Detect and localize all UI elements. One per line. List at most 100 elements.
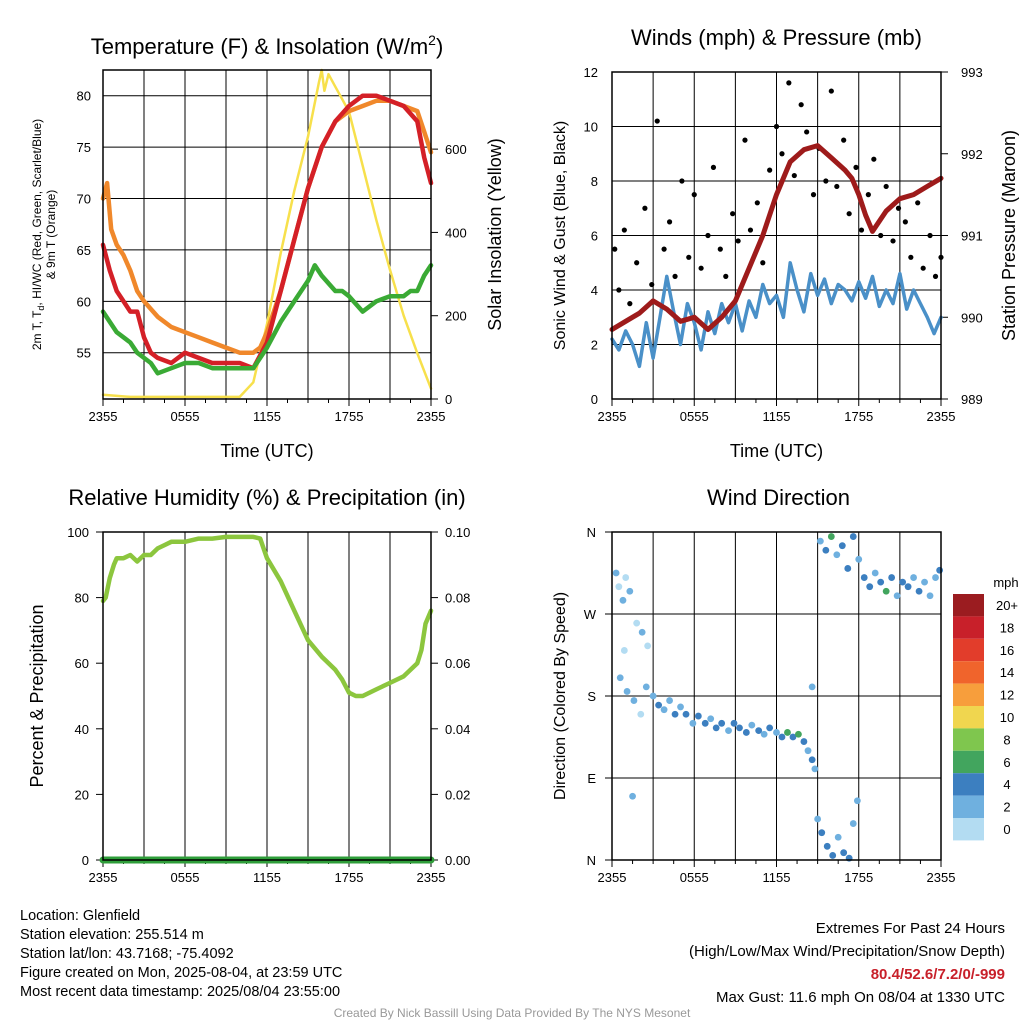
legend-swatch [953, 773, 984, 796]
y2-tick-label: 993 [961, 65, 983, 80]
plot-frame [611, 531, 942, 861]
direction-point [694, 712, 702, 720]
chart-title: Winds (mph) & Pressure (mb) [631, 25, 922, 50]
gust-point [612, 246, 618, 252]
wind-speed-line [610, 261, 943, 369]
station-latlon: Station lat/lon: 43.7168; -75.4092 [20, 946, 234, 962]
gust-point [760, 260, 766, 266]
direction-point [620, 647, 628, 654]
temperature-series-line [100, 93, 434, 371]
legend-swatch [953, 818, 984, 841]
y-tick-label: 40 [75, 722, 89, 737]
y2-tick-label: 989 [961, 392, 983, 407]
extremes-values: 80.4/52.6/7.2/0/-999 [870, 966, 1005, 983]
direction-point [630, 697, 638, 704]
y-tick-label: 12 [584, 65, 598, 80]
y-tick-label: 4 [591, 283, 598, 298]
x-tick-label: 1755 [844, 409, 873, 424]
recent-timestamp: Most recent data timestamp: 2025/08/04 2… [20, 984, 341, 1000]
legend-label: 4 [1003, 777, 1010, 792]
gust-point [871, 156, 877, 162]
direction-point [773, 729, 780, 736]
direction-point [915, 587, 923, 595]
y2-axis-label: Solar Insolation (Yellow) [485, 138, 505, 330]
humidity-line [100, 534, 434, 699]
x-tick-label: 1155 [763, 870, 791, 885]
x-tick-label: 2355 [89, 870, 118, 885]
direction-point [936, 566, 944, 574]
direction-point [666, 697, 673, 704]
direction-point [677, 703, 684, 711]
y-tick-label: 20 [75, 787, 89, 802]
direction-point [834, 833, 842, 841]
legend-label: 6 [1003, 755, 1010, 770]
gust-point [791, 172, 797, 179]
direction-point [778, 733, 786, 741]
chart-title: Temperature (F) & Insolation (W/m2) [91, 32, 444, 59]
y2-tick-label: 200 [445, 309, 467, 324]
direction-point [682, 710, 690, 718]
gust-point [927, 232, 933, 239]
gust-point [621, 227, 627, 233]
direction-point [849, 533, 857, 540]
y-tick-label: 80 [75, 591, 89, 606]
x-tick-label: 2355 [417, 870, 446, 885]
gust-point [654, 118, 660, 124]
direction-point [808, 756, 816, 764]
legend-swatch [953, 706, 984, 729]
direction-point [629, 792, 636, 800]
gust-point [686, 254, 692, 260]
legend-label: 16 [1000, 643, 1014, 658]
ylabel-part: , HI/WC (Red, Green, Scarlet/Blue) [30, 119, 44, 306]
direction-point [844, 565, 852, 572]
direction-point [838, 542, 846, 550]
direction-point [814, 815, 822, 823]
y-axis-label-line1: 2m T, Td, HI/WC (Red, Green, Scarlet/Blu… [30, 119, 46, 350]
y-tick-label: W [584, 607, 597, 622]
direction-point [707, 715, 715, 723]
y-tick-label: 100 [67, 525, 89, 540]
direction-point [637, 710, 645, 718]
gust-point [779, 151, 785, 157]
y2-tick-label: 991 [961, 229, 983, 244]
y-tick-label: 55 [77, 346, 91, 361]
gust-point [616, 287, 622, 293]
legend-label: 18 [1000, 620, 1014, 635]
direction-point [701, 719, 709, 727]
station-location: Location: Glenfield [20, 908, 141, 924]
y2-axis-label: Station Pressure (Maroon) [999, 130, 1019, 341]
gust-point [679, 178, 685, 184]
gust-point [661, 246, 667, 252]
winds-panel: 2355 0555 1155 1755 235502468101298999099199… [552, 25, 1019, 461]
y2-tick-label: 600 [445, 142, 467, 157]
direction-point [871, 569, 879, 577]
direction-point [853, 797, 861, 805]
gust-point [747, 227, 754, 233]
gust-point [823, 178, 829, 184]
x-tick-label: 0555 [680, 409, 709, 424]
legend-swatch [953, 616, 984, 639]
temperature-series-line [100, 263, 434, 376]
direction-point [760, 730, 768, 738]
direction-point [893, 592, 901, 600]
direction-point [818, 829, 826, 837]
direction-point [926, 592, 934, 600]
plot-frame [102, 69, 432, 400]
gust-point [698, 265, 704, 271]
direction-point [615, 583, 623, 591]
legend-label: 14 [1000, 665, 1014, 680]
direction-point [789, 733, 797, 741]
direction-point [619, 596, 627, 604]
temperature-series-line [101, 68, 433, 399]
y2-tick-label: 990 [961, 310, 983, 325]
direction-point [827, 533, 835, 540]
gust-point [895, 205, 902, 211]
direction-point [904, 583, 912, 591]
y-axis-label: Percent & Precipitation [27, 604, 47, 787]
direction-point [833, 551, 841, 559]
y-tick-label: 60 [75, 656, 89, 671]
gust-point [865, 192, 871, 198]
direction-point [622, 574, 630, 581]
